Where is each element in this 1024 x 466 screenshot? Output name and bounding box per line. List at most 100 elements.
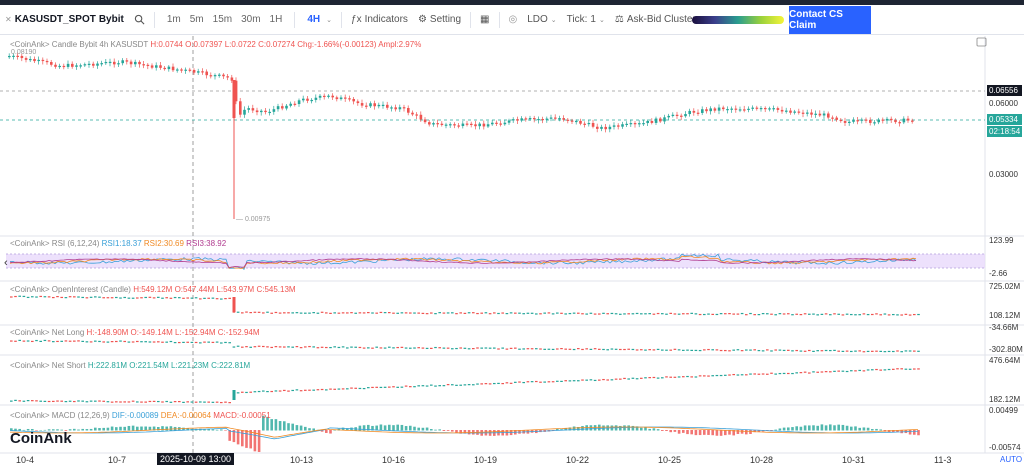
- macd-histogram-bar: [220, 429, 223, 431]
- candle-body: [356, 101, 360, 104]
- scroll-left-icon[interactable]: ‹: [4, 257, 8, 269]
- series-bar: [10, 400, 13, 402]
- series-bar: [904, 350, 908, 352]
- snapshot-icon[interactable]: [976, 37, 987, 47]
- series-bar: [136, 297, 139, 299]
- series-bar: [249, 311, 252, 314]
- visibility-button[interactable]: ◎: [504, 5, 523, 35]
- timeframe-15m[interactable]: 15m: [212, 14, 233, 25]
- series-bar: [644, 313, 647, 315]
- candle-body: [902, 118, 906, 123]
- series-bar: [686, 313, 689, 315]
- candle-body: [197, 71, 200, 73]
- candle-body: [180, 69, 183, 71]
- x-axis-label: 10-28: [750, 455, 774, 465]
- macd-histogram-bar: [157, 427, 160, 431]
- timeframe-5m[interactable]: 5m: [189, 14, 204, 25]
- macd-histogram-bar: [232, 430, 236, 443]
- series-bar: [543, 381, 546, 383]
- series-bar: [854, 370, 857, 372]
- auto-scale-button[interactable]: AUTO: [1000, 455, 1023, 464]
- series-bar: [165, 400, 168, 403]
- series-bar: [749, 349, 752, 351]
- candle-body: [167, 66, 171, 70]
- macd-histogram-bar: [299, 425, 303, 431]
- series-bar: [165, 341, 168, 343]
- series-bar: [627, 348, 630, 350]
- series-bar: [417, 347, 420, 349]
- candle-body: [646, 120, 649, 124]
- candle-body: [776, 108, 780, 110]
- series-bar: [602, 378, 605, 381]
- ldo-selector[interactable]: LDO ⌄: [522, 5, 561, 35]
- candle-body: [625, 123, 628, 126]
- series-bar: [434, 313, 437, 315]
- candle-body: [810, 112, 813, 115]
- setting-button[interactable]: ⚙ Setting: [413, 5, 466, 35]
- open-interest-series: [10, 295, 920, 316]
- series-bar: [39, 400, 42, 402]
- net-short-legend-open: O:221.54M: [129, 361, 169, 370]
- series-bar: [127, 341, 131, 343]
- series-bar: [295, 345, 299, 348]
- symbol-selector[interactable]: ✕ KASUSDT_SPOT Bybit: [0, 5, 129, 35]
- x-axis-label: 10-31: [842, 455, 866, 465]
- search-button[interactable]: [129, 5, 150, 35]
- macd-histogram-bar: [278, 421, 282, 431]
- layout-button[interactable]: ▦: [475, 5, 494, 35]
- series-bar: [820, 313, 824, 315]
- series-bar: [908, 314, 912, 316]
- candle-body: [562, 118, 565, 120]
- macd-dea: DEA:-0.00064: [160, 411, 212, 420]
- macd-histogram-bar: [73, 428, 76, 431]
- series-bar: [551, 348, 555, 351]
- series-bar: [871, 350, 874, 352]
- candle-body: [264, 110, 267, 113]
- series-bar: [761, 373, 765, 375]
- cluster-icon: ⚖: [614, 14, 624, 25]
- series-bar: [623, 313, 626, 315]
- heatmap-gradient-slider[interactable]: [692, 16, 784, 24]
- contact-cs-claim-button[interactable]: Contact CS Claim: [789, 6, 871, 34]
- candle-body: [730, 108, 733, 110]
- timeframe-30m[interactable]: 30m: [241, 14, 261, 25]
- candle-body: [570, 120, 574, 122]
- candle-body: [159, 65, 162, 68]
- macd-histogram-bar: [661, 430, 664, 431]
- series-bar: [871, 313, 874, 316]
- candle-body: [491, 122, 494, 125]
- series-bar: [31, 400, 34, 402]
- candle-body: [848, 121, 851, 123]
- macd-histogram-bar: [165, 426, 168, 431]
- timeframe-active[interactable]: 4H ⌄: [299, 5, 337, 35]
- timeframe-1h[interactable]: 1H: [269, 14, 283, 25]
- series-bar: [518, 381, 521, 383]
- series-bar: [329, 312, 332, 314]
- series-bar: [619, 313, 622, 315]
- series-bar: [472, 312, 475, 314]
- series-bar: [392, 386, 395, 388]
- series-bar: [152, 341, 156, 343]
- series-bar: [404, 312, 408, 314]
- timeframe-1m[interactable]: 1m: [166, 14, 181, 25]
- candle-body: [50, 62, 53, 65]
- macd-histogram-bar: [665, 430, 668, 431]
- series-bar: [677, 349, 681, 351]
- series-bar: [732, 373, 735, 376]
- series-bar: [686, 375, 689, 378]
- series-bar: [707, 313, 710, 315]
- series-bar: [824, 349, 828, 352]
- tick-selector[interactable]: Tick: 1 ⌄: [562, 5, 610, 35]
- indicators-button[interactable]: ƒx Indicators: [346, 5, 413, 35]
- series-bar: [35, 400, 38, 402]
- macd-histogram-bar: [22, 429, 26, 431]
- series-bar: [123, 340, 126, 343]
- candle-body: [852, 120, 855, 122]
- macd-histogram-bar: [241, 430, 244, 447]
- macd-histogram-bar: [379, 424, 383, 431]
- series-bar: [614, 378, 618, 380]
- main-legend-change: Chg:-1.66%(-0.00123): [297, 40, 377, 49]
- candle-body: [604, 126, 607, 130]
- series-bar: [509, 347, 513, 349]
